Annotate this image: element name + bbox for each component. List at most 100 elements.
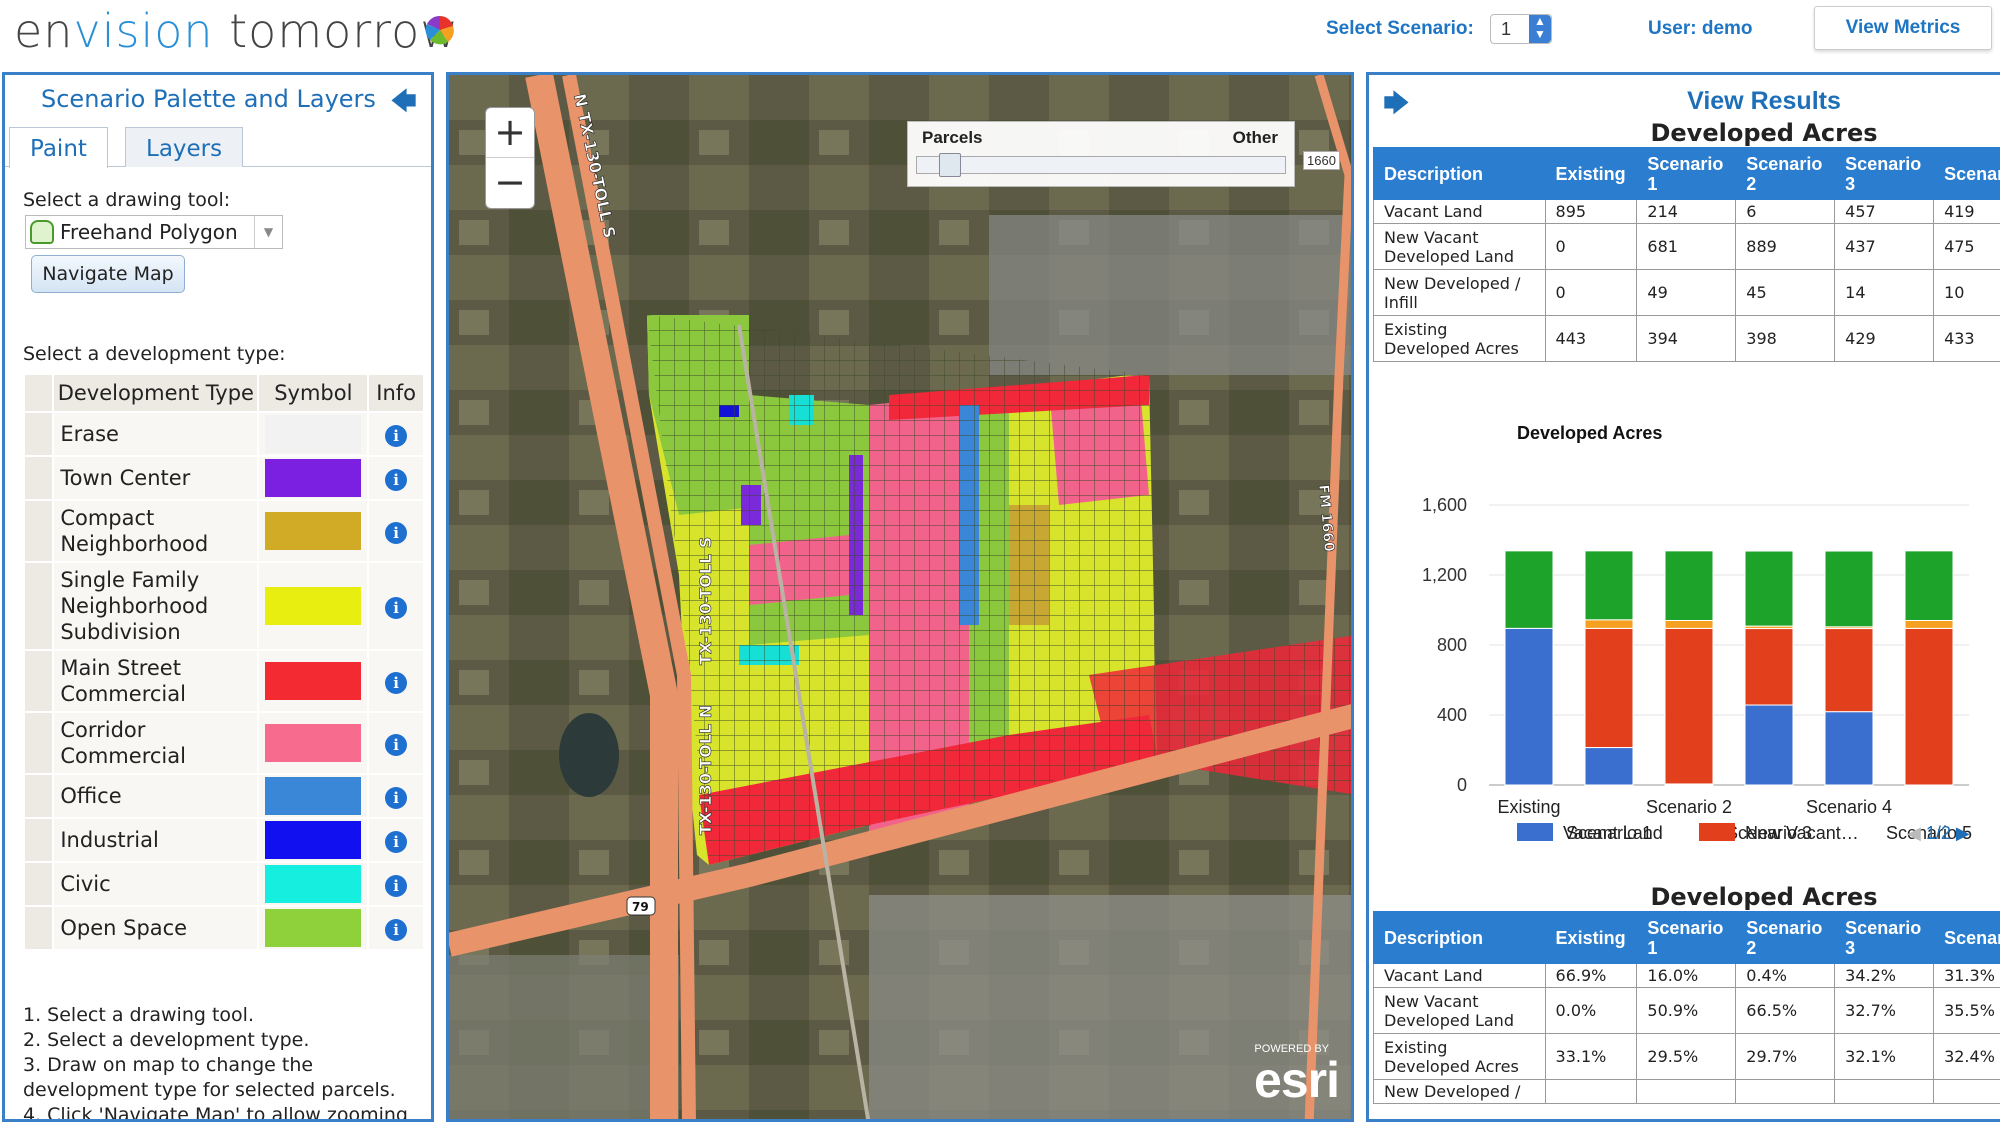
row-value: 0.4% bbox=[1735, 963, 1836, 988]
dev-type-name: Compact Neighborhood bbox=[52, 499, 260, 563]
legend-swatch bbox=[1517, 823, 1553, 841]
row-value: 16.0% bbox=[1636, 963, 1737, 988]
view-metrics-button[interactable]: View Metrics bbox=[1814, 6, 1992, 50]
row-value: 32.7% bbox=[1834, 987, 1935, 1034]
dev-type-row[interactable]: Corridor Commercial i bbox=[22, 711, 425, 775]
bar-segment[interactable] bbox=[1664, 550, 1714, 621]
chevron-down-icon[interactable]: ▼ bbox=[254, 216, 282, 248]
parcel-grid bbox=[1089, 635, 1351, 795]
dev-type-row[interactable]: Civic i bbox=[22, 861, 425, 907]
bar-segment[interactable] bbox=[1904, 620, 1954, 629]
bar-segment[interactable] bbox=[1504, 550, 1554, 629]
dev-type-row[interactable]: Office i bbox=[22, 773, 425, 819]
parcel-grid bbox=[647, 315, 1157, 865]
slider-thumb[interactable] bbox=[939, 153, 961, 177]
bar-segment[interactable] bbox=[1904, 627, 1954, 786]
table-row: Vacant Land 66.9% 16.0% 0.4% 34.2% 31.3% bbox=[1373, 963, 2000, 988]
collapse-arrow-icon[interactable]: 🡄 bbox=[390, 86, 417, 116]
dev-type-symbol bbox=[257, 817, 370, 863]
bar-segment[interactable] bbox=[1824, 711, 1874, 786]
drawing-tool-select[interactable]: Freehand Polygon ▼ bbox=[25, 215, 283, 249]
bar-segment[interactable] bbox=[1664, 620, 1714, 629]
table-row: New Vacant Developed Land 0.0% 50.9% 66.5% 3… bbox=[1373, 987, 2000, 1034]
dev-type-row[interactable]: Open Space i bbox=[22, 905, 425, 951]
col-header-symbol: Symbol bbox=[257, 373, 370, 413]
info-icon[interactable]: i bbox=[385, 468, 408, 491]
bar-segment[interactable] bbox=[1824, 550, 1874, 628]
aerial-map-canvas[interactable]: N TX-130-TOLL S TX-130-TOLL S TX-130-TOL… bbox=[449, 75, 1354, 1122]
dev-type-row[interactable]: Erase i bbox=[22, 411, 425, 457]
info-icon[interactable]: i bbox=[385, 874, 408, 897]
road-label: FM 1660 bbox=[1315, 484, 1337, 553]
y-tick-label: 1,600 bbox=[1422, 495, 1467, 515]
dev-type-row[interactable]: Town Center i bbox=[22, 455, 425, 501]
dev-type-row[interactable]: Compact Neighborhood i bbox=[22, 499, 425, 563]
dev-type-row[interactable]: Single Family Neighborhood Subdivision i bbox=[22, 561, 425, 651]
dev-type-name: Industrial bbox=[52, 817, 260, 863]
prev-page-icon[interactable]: ◀ bbox=[1907, 823, 1921, 843]
row-value: 398 bbox=[1735, 315, 1836, 362]
row-description: New Vacant Developed Land bbox=[1373, 223, 1546, 270]
map-scale-label: 1660 bbox=[1303, 151, 1340, 170]
zoom-out-button[interactable]: − bbox=[494, 160, 526, 204]
dev-type-symbol bbox=[257, 561, 370, 651]
row-value: 29.5% bbox=[1636, 1033, 1737, 1080]
info-icon[interactable]: i bbox=[385, 733, 408, 756]
dev-type-name: Town Center bbox=[52, 455, 260, 501]
col-header: Scenar 4 bbox=[1933, 147, 2000, 200]
bar-segment[interactable] bbox=[1744, 628, 1794, 706]
info-icon[interactable]: i bbox=[385, 521, 408, 544]
col-header: Scenario 1 bbox=[1636, 147, 1737, 200]
slider-track[interactable] bbox=[916, 153, 1286, 177]
dev-type-row[interactable]: Main Street Commercial i bbox=[22, 649, 425, 713]
row-value: 35.5% bbox=[1933, 987, 2000, 1034]
info-icon[interactable]: i bbox=[385, 671, 408, 694]
bar-segment[interactable] bbox=[1584, 747, 1634, 786]
table-row: New Developed / Infill 0 49 45 14 10 bbox=[1373, 269, 2000, 316]
x-tick-label: Scenario 2 bbox=[1646, 797, 1732, 817]
row-value: 457 bbox=[1834, 199, 1935, 224]
bar-segment[interactable] bbox=[1744, 550, 1794, 627]
info-icon[interactable]: i bbox=[385, 596, 408, 619]
info-icon[interactable]: i bbox=[385, 918, 408, 941]
chart-title: Developed Acres bbox=[1517, 423, 1663, 443]
row-value: 681 bbox=[1636, 223, 1737, 270]
panel-tabs: Paint Layers bbox=[5, 123, 431, 168]
bar-segment[interactable] bbox=[1584, 619, 1634, 629]
next-page-icon[interactable]: ▶ bbox=[1955, 823, 1970, 843]
bar-segment[interactable] bbox=[1584, 627, 1634, 749]
bar-segment[interactable] bbox=[1584, 550, 1634, 621]
col-header: Scenario 2 bbox=[1735, 147, 1836, 200]
info-cell: i bbox=[367, 711, 425, 775]
tab-paint[interactable]: Paint bbox=[9, 127, 108, 168]
navigate-map-button[interactable]: Navigate Map bbox=[31, 255, 185, 293]
row-description: New Developed / Infill bbox=[1373, 269, 1546, 316]
bar-segment[interactable] bbox=[1664, 627, 1714, 785]
dev-type-name: Corridor Commercial bbox=[52, 711, 260, 775]
spinner-icon[interactable]: ▲ ▼ bbox=[1529, 15, 1551, 43]
tab-layers[interactable]: Layers bbox=[125, 127, 244, 167]
legend-swatch bbox=[1699, 823, 1735, 841]
bar-segment[interactable] bbox=[1744, 704, 1794, 786]
row-value: 6 bbox=[1735, 199, 1836, 224]
scenario-select[interactable]: 1 ▲ ▼ bbox=[1490, 14, 1552, 44]
dev-type-symbol bbox=[257, 905, 370, 951]
info-icon[interactable]: i bbox=[385, 830, 408, 853]
info-icon[interactable]: i bbox=[385, 786, 408, 809]
dev-type-row[interactable]: Industrial i bbox=[22, 817, 425, 863]
bar-segment[interactable] bbox=[1504, 627, 1554, 786]
col-header: Existing bbox=[1544, 911, 1638, 964]
zoom-in-button[interactable]: + bbox=[486, 108, 534, 158]
legend-pager[interactable]: ◀ 1/2 ▶ bbox=[1907, 823, 1970, 844]
bar-segment[interactable] bbox=[1904, 550, 1954, 621]
instructions: 1. Select a drawing tool. 2. Select a de… bbox=[5, 995, 431, 1119]
expand-arrow-icon[interactable]: 🡆 bbox=[1383, 88, 1410, 118]
symbol-swatch bbox=[265, 865, 362, 903]
map-view[interactable]: N TX-130-TOLL S TX-130-TOLL S TX-130-TOL… bbox=[446, 72, 1354, 1122]
info-icon[interactable]: i bbox=[385, 424, 408, 447]
col-header: Existing bbox=[1544, 147, 1638, 200]
bar-segment[interactable] bbox=[1824, 628, 1874, 713]
table-body: Vacant Land 66.9% 16.0% 0.4% 34.2% 31.3% New V… bbox=[1373, 963, 2000, 1104]
info-cell: i bbox=[367, 499, 425, 563]
